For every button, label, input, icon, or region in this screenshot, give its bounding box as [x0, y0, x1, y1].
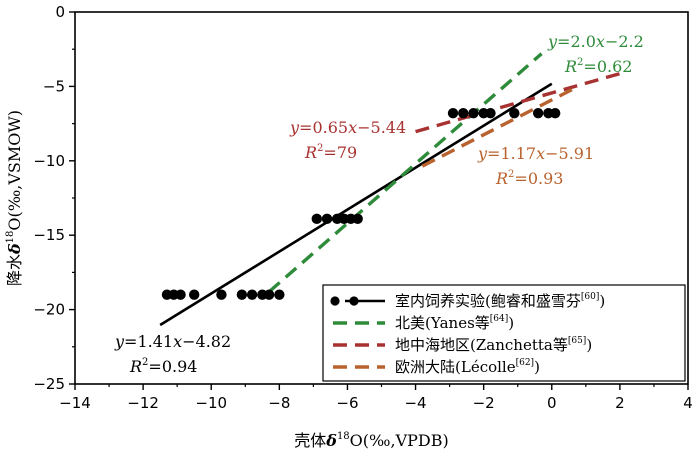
y-tick-label: −10 — [33, 152, 65, 170]
plot-area — [159, 52, 621, 327]
x-tick-label: −14 — [59, 394, 91, 412]
data-point — [509, 107, 520, 119]
data-point — [532, 107, 544, 119]
data-point — [458, 107, 469, 119]
r-squared-3: R2=79 — [304, 143, 357, 162]
fit-line-1 — [159, 82, 553, 327]
r-squared-1: R2=0.94 — [129, 357, 197, 376]
data-point — [352, 213, 363, 225]
data-point — [274, 289, 285, 300]
x-tick-label: −8 — [268, 394, 290, 412]
legend-label-4: 欧洲大陆(Lécolle[62]) — [395, 358, 540, 376]
equation-3: y=0.65x−5.44 — [289, 118, 406, 137]
data-point — [549, 107, 561, 119]
y-tick-label: −15 — [33, 226, 65, 244]
equation-2: y=2.0x−2.2 — [547, 32, 644, 51]
x-tick-label: −4 — [404, 394, 426, 412]
x-tick-label: −10 — [195, 394, 227, 412]
y-tick-label: 0 — [55, 3, 65, 21]
fit-line-2 — [267, 52, 543, 294]
x-tick-label: −2 — [473, 394, 495, 412]
data-point — [175, 289, 186, 300]
axes: −14 −12 −10 −8 −6 −4 −2 0 2 40−5−10−15−20−25壳体δ18… — [5, 3, 693, 450]
data-point — [216, 289, 227, 300]
x-axis-title: 壳体δ18O(‰,VPDB) — [294, 431, 448, 450]
x-tick-label: −6 — [336, 394, 358, 412]
y-tick-label: −5 — [43, 77, 65, 95]
legend-marker — [349, 296, 359, 306]
data-point — [321, 213, 333, 225]
equation-4: y=1.17x−5.91 — [477, 144, 594, 163]
y-axis-title: 降水δ18O(‰,VSMOW) — [5, 110, 24, 286]
data-point — [447, 107, 459, 119]
data-point — [188, 289, 200, 300]
data-point — [468, 107, 479, 119]
x-tick-label: 4 — [683, 394, 693, 412]
data-point — [236, 289, 248, 300]
equation-1: y=1.41x−4.82 — [114, 332, 231, 351]
r-squared-4: R2=0.93 — [495, 169, 563, 188]
x-tick-label: −12 — [127, 394, 159, 412]
y-tick-label: −20 — [33, 301, 65, 319]
equation-labels: y=1.41x−4.82 R2=0.94 y=2.0x−2.2 R2=0.62 y=0.… — [114, 32, 644, 376]
data-point — [246, 289, 258, 300]
legend: 室内饲养实验(鲍睿和盛雪芬[60]) 北美(Yanes等[64]) 地中海地区(Za… — [322, 284, 686, 382]
fit-line-4 — [421, 87, 573, 168]
x-tick-label: 2 — [615, 394, 625, 412]
legend-marker — [330, 296, 340, 306]
legend-label-1: 室内饲养实验(鲍睿和盛雪芬[60]) — [395, 292, 605, 310]
x-tick-label: 0 — [547, 394, 557, 412]
legend-label-2: 北美(Yanes等[64]) — [395, 314, 514, 332]
data-point — [485, 107, 496, 119]
data-point — [311, 213, 322, 225]
data-point — [263, 289, 275, 300]
legend-label-3: 地中海地区(Zanchetta等[65]) — [395, 336, 592, 354]
r-squared-2: R2=0.62 — [564, 57, 632, 76]
y-tick-label: −25 — [33, 375, 65, 393]
fit-line-3 — [415, 71, 621, 134]
